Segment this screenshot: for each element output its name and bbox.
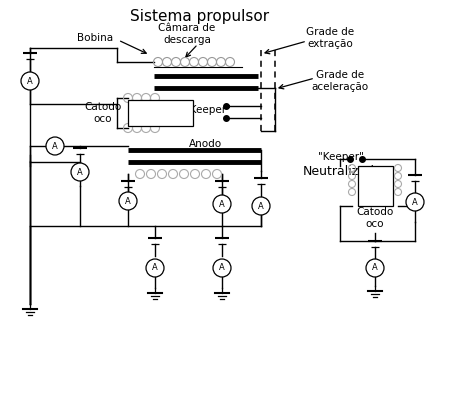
Text: A: A bbox=[77, 168, 83, 177]
Text: A: A bbox=[258, 202, 264, 211]
Text: A: A bbox=[125, 196, 131, 206]
Text: A: A bbox=[219, 200, 225, 209]
Text: A: A bbox=[152, 263, 158, 272]
Text: Bobina: Bobina bbox=[77, 33, 113, 43]
Text: "Keeper": "Keeper" bbox=[185, 105, 231, 115]
Text: Grade de
aceleração: Grade de aceleração bbox=[311, 70, 369, 92]
Text: Grade de
extração: Grade de extração bbox=[306, 27, 354, 49]
Text: Sistema propulsor: Sistema propulsor bbox=[130, 8, 270, 23]
Circle shape bbox=[21, 72, 39, 90]
Circle shape bbox=[366, 259, 384, 277]
Text: Anodo: Anodo bbox=[189, 139, 221, 149]
Circle shape bbox=[71, 163, 89, 181]
Text: A: A bbox=[372, 263, 378, 272]
Circle shape bbox=[252, 197, 270, 215]
Text: A: A bbox=[52, 141, 58, 150]
Text: Catodo
oco: Catodo oco bbox=[356, 207, 394, 229]
Text: Câmara de
descarga: Câmara de descarga bbox=[158, 23, 216, 45]
Bar bbox=[358, 166, 393, 206]
Text: A: A bbox=[27, 76, 33, 86]
Circle shape bbox=[146, 259, 164, 277]
Text: A: A bbox=[412, 198, 418, 206]
Text: Catodo
oco: Catodo oco bbox=[85, 102, 122, 124]
Circle shape bbox=[46, 137, 64, 155]
Circle shape bbox=[406, 193, 424, 211]
Text: Neutralizador: Neutralizador bbox=[302, 164, 387, 177]
Circle shape bbox=[213, 259, 231, 277]
Text: A: A bbox=[219, 263, 225, 272]
Circle shape bbox=[213, 195, 231, 213]
Bar bbox=[128, 100, 193, 126]
Text: "Keeper": "Keeper" bbox=[318, 152, 364, 162]
Circle shape bbox=[119, 192, 137, 210]
